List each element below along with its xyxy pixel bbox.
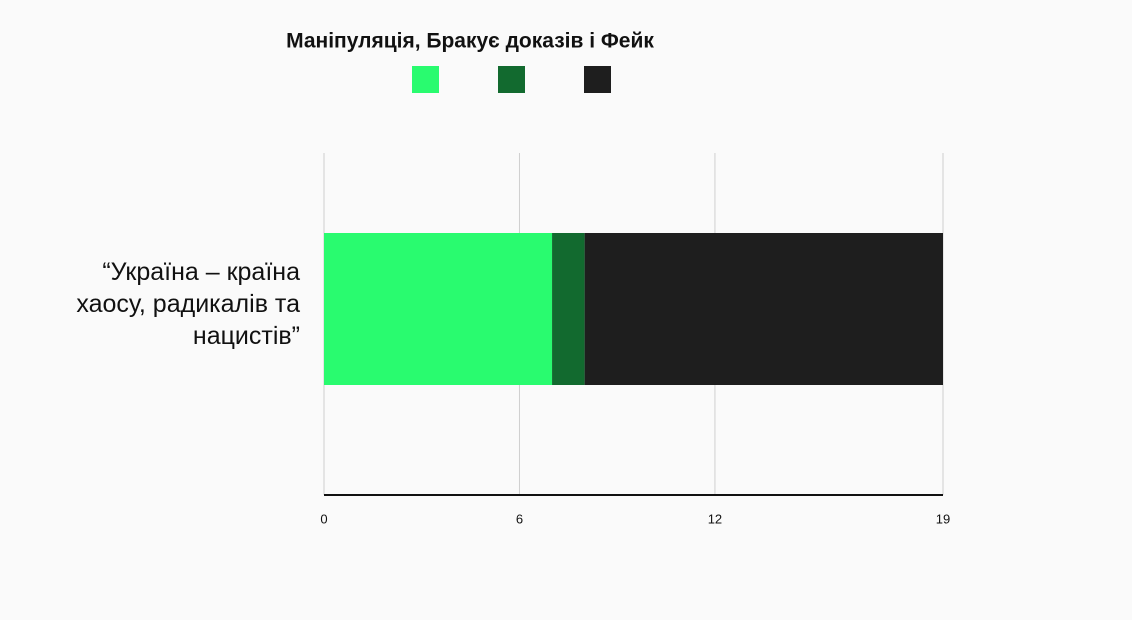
bar-segment	[584, 233, 943, 385]
x-tick-label: 0	[320, 511, 327, 526]
x-tick-label: 6	[516, 511, 523, 526]
x-tick-label: 19	[936, 511, 950, 526]
legend-swatch	[584, 66, 611, 93]
chart-title: Маніпуляція, Бракує доказів і Фейк	[286, 30, 654, 53]
bar-segment	[552, 233, 585, 385]
legend-swatch	[412, 66, 439, 93]
bar-segment	[324, 233, 553, 385]
category-label: “Україна – країна хаосу, радикалів та на…	[76, 258, 300, 350]
x-tick-label: 12	[708, 511, 722, 526]
legend-swatch	[498, 66, 525, 93]
